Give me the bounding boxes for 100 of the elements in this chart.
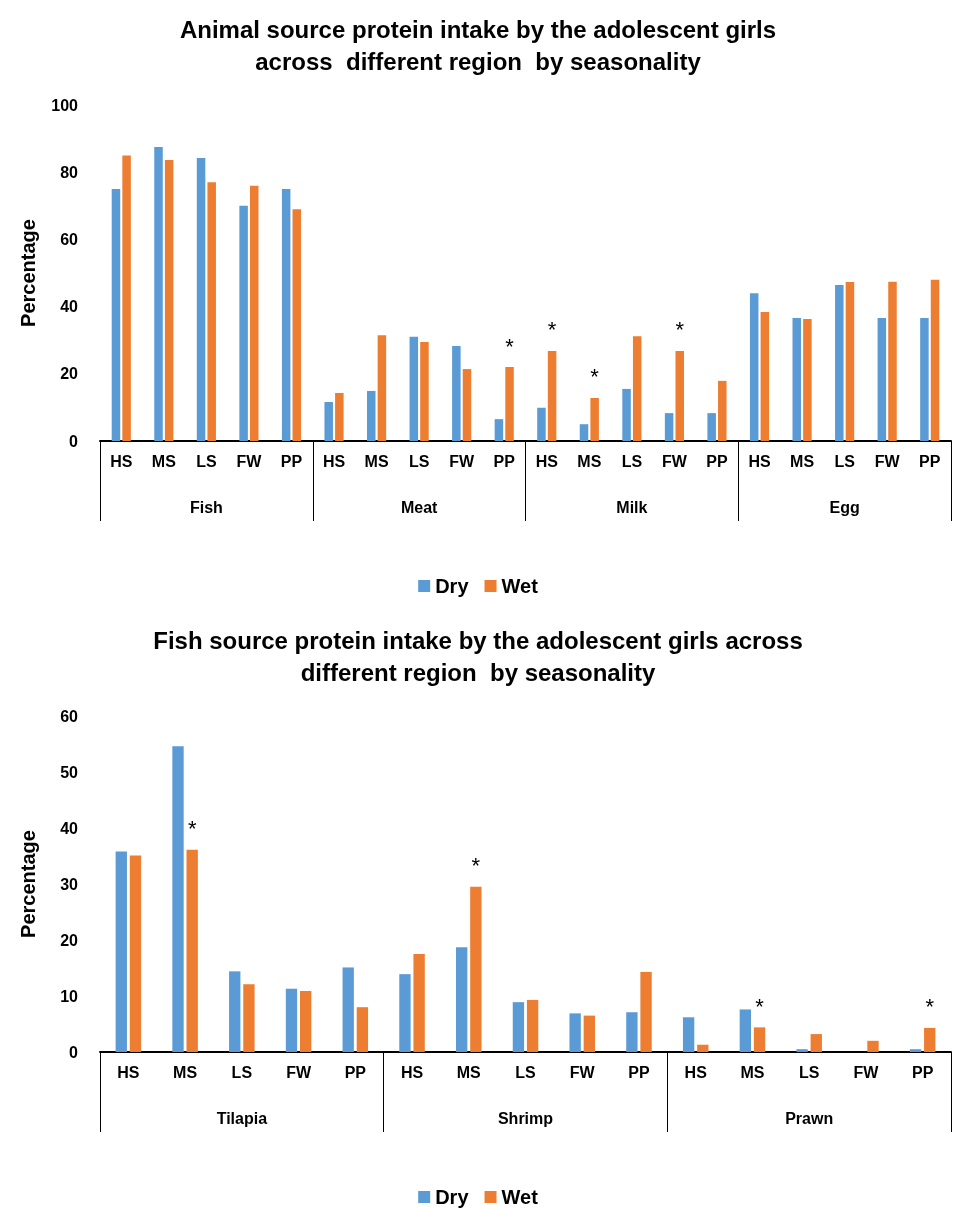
bar	[409, 336, 419, 441]
bar	[413, 954, 425, 1052]
x-tick-label: HS	[535, 452, 559, 470]
x-tick-label: LS	[798, 1063, 820, 1081]
data-label: *	[505, 333, 515, 359]
bar	[537, 407, 546, 441]
bar	[760, 311, 770, 441]
x-tick-label: PP	[628, 1063, 650, 1081]
legend-label: Dry	[435, 575, 470, 597]
bar	[335, 392, 344, 441]
bar	[172, 746, 184, 1052]
bar	[122, 155, 131, 441]
bar	[583, 1015, 595, 1052]
bar	[342, 967, 354, 1052]
bar	[512, 1002, 525, 1052]
bar	[835, 285, 844, 441]
text: Prawn	[785, 1109, 834, 1127]
text: Tilapia	[216, 1109, 268, 1127]
x-tick-label: LS	[834, 452, 856, 470]
bar	[810, 1034, 822, 1052]
y-tick-label: 20	[60, 365, 79, 383]
bar	[462, 369, 472, 441]
x-tick-label: FW	[853, 1063, 880, 1081]
x-tick-label: PP	[493, 452, 516, 470]
text: Egg	[829, 498, 860, 516]
bar	[924, 1027, 936, 1052]
bar	[356, 1007, 369, 1052]
x-tick-label: FW	[236, 452, 263, 470]
bar	[420, 341, 429, 441]
bar	[622, 388, 631, 441]
legend-label: Dry	[435, 1186, 470, 1208]
x-tick-label: MS	[151, 452, 177, 470]
x-tick-label: FW	[286, 1063, 312, 1081]
x-tick-label: LS	[196, 452, 217, 470]
bar	[239, 205, 248, 441]
bar	[930, 279, 940, 441]
y-tick-label: 0	[69, 432, 79, 450]
bar	[186, 849, 198, 1052]
text: Milk	[616, 498, 648, 516]
bar	[792, 318, 802, 441]
x-tick-label: MS	[740, 1063, 765, 1081]
bar	[867, 1040, 879, 1052]
bar	[452, 345, 461, 441]
bar	[154, 147, 163, 441]
legend-label: Wet	[501, 575, 539, 597]
x-tick-label: PP	[911, 1063, 934, 1081]
bar	[249, 185, 259, 441]
x-tick-label: PP	[344, 1063, 367, 1081]
data-label: *	[590, 364, 600, 390]
bar	[909, 1049, 922, 1052]
bar	[196, 158, 206, 441]
bar	[664, 413, 674, 441]
bar	[456, 947, 468, 1052]
bar	[399, 974, 411, 1052]
bar	[505, 367, 514, 441]
bar	[285, 988, 298, 1052]
x-tick-label: PP	[706, 452, 728, 470]
data-label: *	[547, 317, 557, 343]
bar	[229, 971, 241, 1052]
bar	[632, 336, 642, 441]
bar	[920, 318, 929, 441]
bar	[367, 390, 376, 441]
y-tick-label: 40	[60, 819, 79, 837]
bar	[675, 350, 684, 441]
bar	[569, 1013, 581, 1052]
x-tick-label: FW	[449, 452, 476, 470]
y-tick-label: 30	[60, 875, 79, 893]
text: Meat	[400, 498, 439, 516]
y-axis-title: Percentage	[17, 830, 39, 938]
bar	[547, 350, 557, 441]
bar	[115, 851, 127, 1052]
bar	[377, 335, 387, 441]
bar	[682, 1017, 695, 1052]
data-label: *	[925, 994, 935, 1020]
bar	[470, 886, 482, 1052]
text: Shrimp	[497, 1109, 554, 1127]
bar	[718, 380, 727, 441]
x-tick-label: MS	[790, 452, 815, 470]
x-tick-label: FW	[874, 452, 901, 470]
bar	[494, 419, 504, 441]
bar	[697, 1044, 709, 1052]
x-tick-label: MS	[456, 1063, 482, 1081]
x-tick-label: HS	[400, 1063, 424, 1081]
y-tick-label: 100	[51, 96, 79, 114]
x-tick-label: HS	[110, 452, 133, 470]
x-tick-label: MS	[364, 452, 389, 470]
chart-title: Animal source protein intake by the adolescent girls across different region by seasonality	[179, 15, 777, 75]
y-tick-label: 40	[60, 298, 79, 316]
bar	[707, 413, 716, 441]
y-tick-label: 60	[60, 230, 79, 248]
bar	[526, 999, 539, 1052]
bar	[640, 971, 652, 1052]
bar	[281, 189, 291, 441]
x-tick-label: LS	[408, 452, 430, 470]
bar	[579, 424, 589, 441]
y-tick-label: 50	[60, 763, 79, 781]
bar	[888, 281, 897, 441]
bar	[111, 189, 121, 441]
y-tick-label: 80	[60, 163, 79, 181]
x-tick-label: LS	[515, 1063, 537, 1081]
